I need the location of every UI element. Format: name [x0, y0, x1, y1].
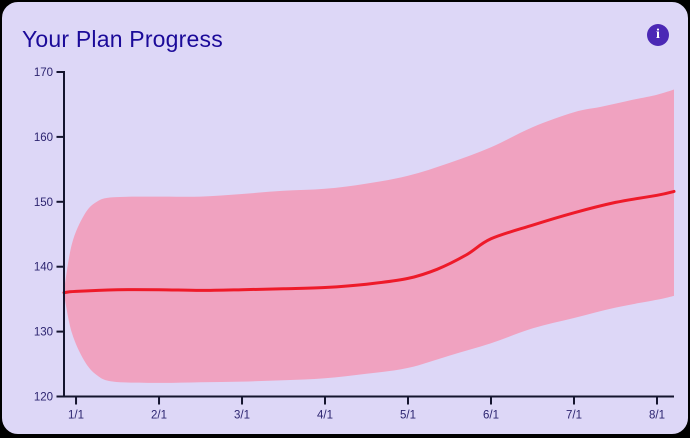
- page-title: Your Plan Progress: [22, 26, 223, 52]
- y-tick-label: 130: [34, 327, 53, 339]
- y-tick-label: 140: [34, 262, 53, 274]
- progress-line: [62, 189, 676, 295]
- y-tick-label: 120: [34, 392, 53, 404]
- x-tick-label: 3/1: [234, 410, 250, 422]
- x-tick-label: 5/1: [400, 410, 416, 422]
- confidence-band: [64, 89, 674, 383]
- x-tick-label: 1/1: [68, 410, 84, 422]
- x-tick-label: 2/1: [151, 410, 167, 422]
- y-tick-label: 170: [34, 67, 53, 79]
- info-icon: i: [656, 27, 660, 42]
- y-tick-label: 160: [34, 132, 53, 144]
- x-tick-label: 4/1: [317, 410, 333, 422]
- x-tick-label: 8/1: [649, 410, 665, 422]
- x-tick-label: 6/1: [483, 410, 499, 422]
- y-tick-label: 150: [34, 197, 53, 209]
- info-button[interactable]: i: [647, 24, 669, 46]
- x-tick-label: 7/1: [566, 410, 582, 422]
